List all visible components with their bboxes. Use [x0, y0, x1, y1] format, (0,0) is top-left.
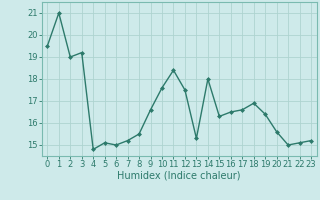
X-axis label: Humidex (Indice chaleur): Humidex (Indice chaleur): [117, 171, 241, 181]
